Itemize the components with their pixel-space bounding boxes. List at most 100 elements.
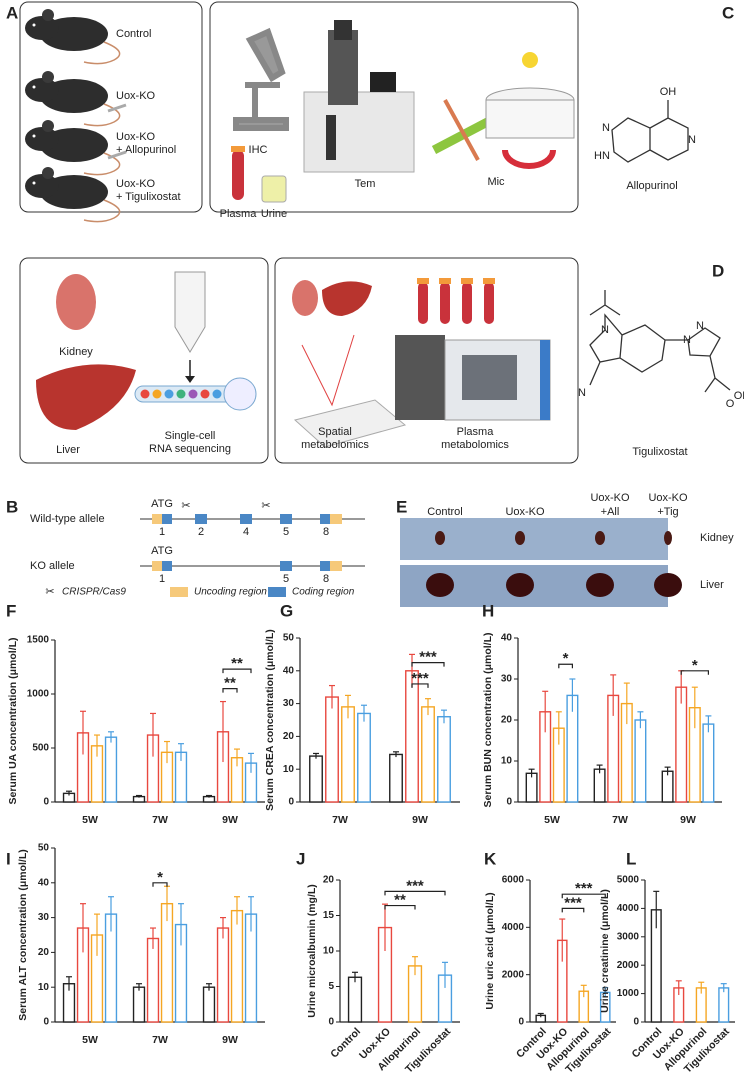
laser xyxy=(301,334,355,407)
error-bar xyxy=(425,698,431,716)
error-bar xyxy=(220,700,226,763)
significance-label: *** xyxy=(419,649,437,666)
significance-bracket xyxy=(384,904,416,910)
error-bar xyxy=(559,918,566,962)
tem-column xyxy=(328,30,358,105)
significance-label: ** xyxy=(224,675,236,692)
error-bar xyxy=(610,674,617,716)
x-tick-label: 9W xyxy=(222,1034,238,1046)
bar xyxy=(202,986,216,1023)
error-bar xyxy=(108,896,114,932)
bar xyxy=(675,686,688,803)
mouse-head xyxy=(25,174,59,198)
mic-magnet xyxy=(502,149,556,169)
error-bar xyxy=(542,690,549,733)
bar xyxy=(132,986,146,1023)
label: Urine xyxy=(261,208,287,220)
y-axis-title: Urine uric acid (μmol/L) xyxy=(484,892,496,1009)
x-tick-label: 7W xyxy=(612,814,628,826)
label: Uox-KO xyxy=(505,506,545,518)
bead xyxy=(200,389,210,399)
label: Tem xyxy=(355,178,376,190)
significance-label: *** xyxy=(406,877,424,894)
tube-cap xyxy=(483,278,495,284)
label: N xyxy=(696,320,704,332)
label: N xyxy=(602,122,610,134)
y-tick-label: 20 xyxy=(38,947,50,958)
bead xyxy=(140,389,150,399)
y-tick-label: 40 xyxy=(38,877,50,888)
label: D xyxy=(712,261,724,280)
coding-region xyxy=(162,514,172,524)
coding-region xyxy=(320,561,330,571)
error-bar xyxy=(220,916,226,939)
mouse-eye xyxy=(32,85,36,89)
error-bar xyxy=(580,984,587,998)
liver-photo xyxy=(586,573,614,597)
y-tick-label: 30 xyxy=(283,698,295,709)
label: N xyxy=(601,324,609,336)
liver-photo xyxy=(426,573,454,597)
kidney-photo xyxy=(595,531,605,545)
label: Liver xyxy=(700,579,724,591)
label: IHC xyxy=(249,144,268,156)
mouse-eye xyxy=(32,134,36,138)
label: + Tigulixostat xyxy=(116,191,181,203)
y-tick-label: 30 xyxy=(38,912,50,923)
molecule-bond xyxy=(589,290,731,393)
bar xyxy=(702,723,715,803)
bead xyxy=(188,389,198,399)
y-tick-label: 40 xyxy=(501,633,513,644)
label: KO allele xyxy=(30,560,75,572)
significance-bracket xyxy=(680,670,709,675)
label: K xyxy=(484,849,497,868)
bar xyxy=(216,927,230,1023)
bar xyxy=(104,736,118,803)
y-axis-title: Serum BUN concentration (μmol/L) xyxy=(482,632,494,807)
liver-icon xyxy=(36,364,136,430)
error-bar xyxy=(136,983,142,991)
y-tick-label: 5000 xyxy=(617,875,640,886)
bar xyxy=(347,976,363,1023)
mic-dish xyxy=(485,99,575,139)
bar xyxy=(146,937,160,1023)
bead xyxy=(176,389,186,399)
y-tick-label: 10 xyxy=(38,982,50,993)
y-axis-title: Urine microalbumin (mg/L) xyxy=(306,884,318,1018)
label: CRISPR/Cas9 xyxy=(62,587,126,598)
tube-icon xyxy=(418,282,428,324)
molecule-bond xyxy=(611,100,689,163)
x-tick-label: 7W xyxy=(152,1034,168,1046)
label: 2 xyxy=(198,526,204,538)
kidney-icon xyxy=(292,280,318,316)
significance-label: ** xyxy=(394,892,406,909)
x-tick-label: 5W xyxy=(544,814,560,826)
label: 5 xyxy=(283,573,289,585)
significance-bracket xyxy=(222,688,238,693)
label: N xyxy=(578,387,586,399)
x-tick-label: 7W xyxy=(332,814,348,826)
error-bar xyxy=(664,766,671,776)
error-bar xyxy=(596,764,603,774)
error-bar xyxy=(720,983,727,993)
error-bar xyxy=(150,927,156,949)
error-bar xyxy=(94,734,100,757)
label: Coding region xyxy=(292,587,355,598)
error-bar xyxy=(248,896,254,932)
uncoding-region xyxy=(330,561,342,571)
significance-label: * xyxy=(157,869,163,886)
bar xyxy=(525,772,538,803)
tube-cap xyxy=(417,278,429,284)
x-tick-label: 7W xyxy=(152,814,168,826)
y-tick-label: 0 xyxy=(633,1017,639,1028)
error-bar xyxy=(248,752,254,773)
error-bar xyxy=(691,686,698,729)
x-tick-label: 9W xyxy=(222,814,238,826)
error-bar xyxy=(234,896,240,925)
liver-photo xyxy=(506,573,534,597)
label: B xyxy=(6,497,18,516)
label: Tigulixostat xyxy=(632,446,687,458)
error-bar xyxy=(178,903,184,946)
significance-bracket xyxy=(411,662,445,667)
label: O xyxy=(726,398,735,410)
